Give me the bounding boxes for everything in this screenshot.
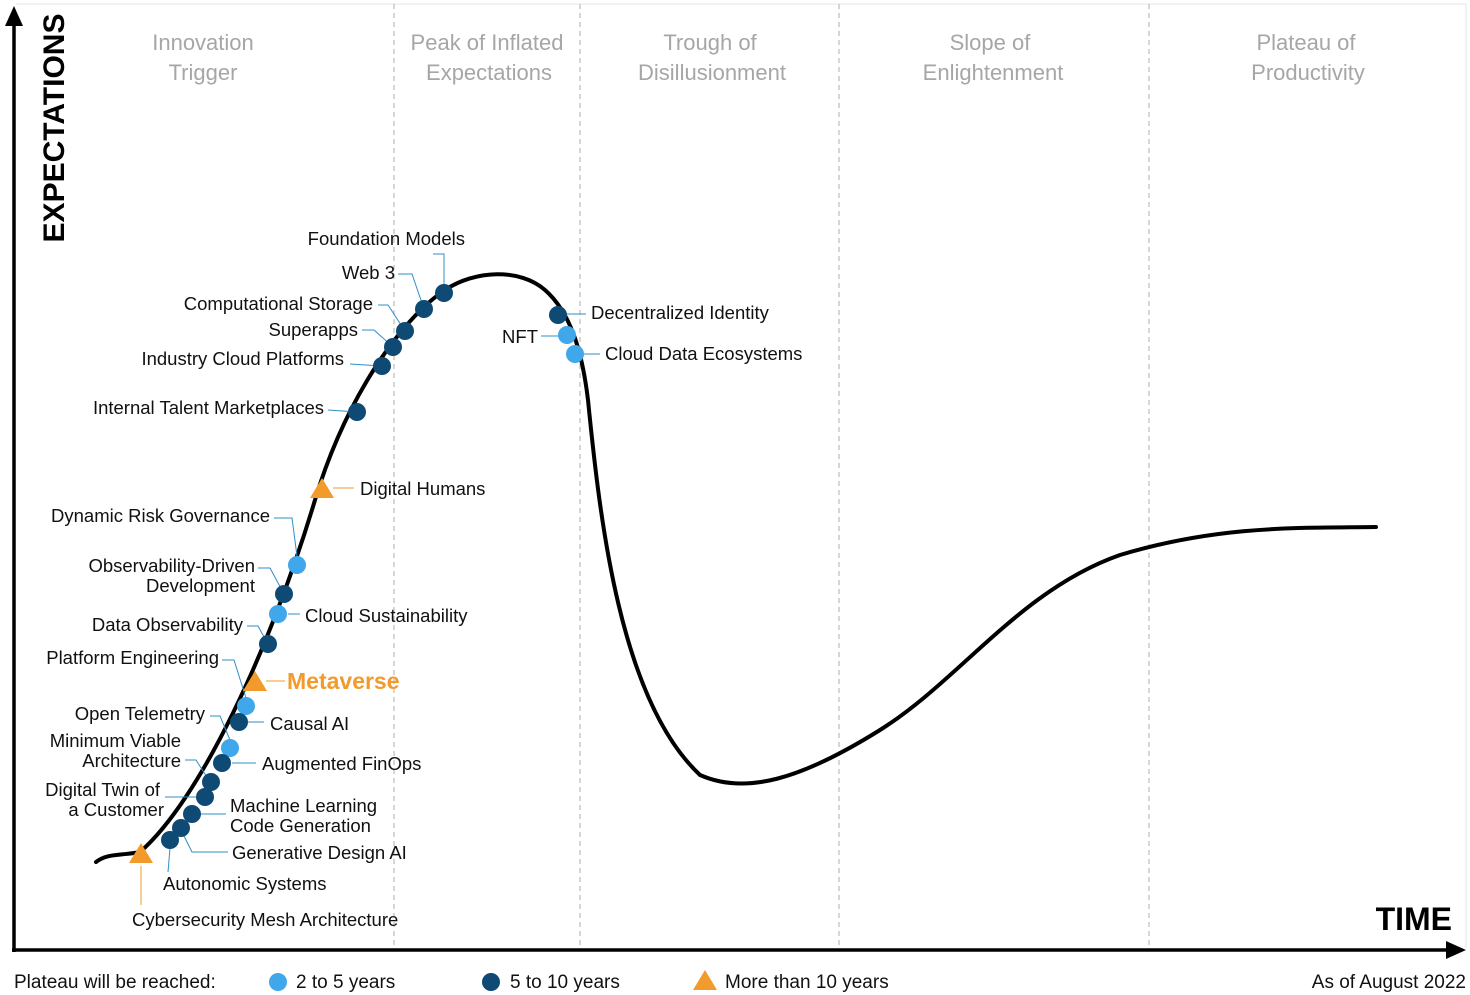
legend-light-circle-icon [269,973,287,991]
marker-metaverse [243,671,267,691]
tech-label-metaverse: Metaverse [287,668,400,694]
legend-item-more-than-10: More than 10 years [725,972,889,993]
tech-label: Observability-Driven [88,555,255,576]
leader-generative-design-ai [181,831,228,853]
tech-label: Machine Learning [230,795,377,816]
marker-digital-humans [310,478,334,498]
legend-intro: Plateau will be reached: [14,972,216,993]
tech-label: Digital Humans [360,478,485,499]
marker-superapps [384,338,402,356]
y-axis-arrow [5,6,23,26]
tech-label: Architecture [82,750,181,771]
marker-data-observability [259,635,277,653]
tech-label: Cybersecurity Mesh Architecture [132,909,398,930]
tech-label: NFT [502,326,538,347]
phase-title: Disillusionment [638,60,786,85]
tech-label: Open Telemetry [75,703,206,724]
marker-web-3 [415,300,433,318]
phase-title: Innovation [152,30,254,55]
marker-computational-storage [396,322,414,340]
marker-minimum-viable-architecture [202,773,220,791]
phase-title: Trigger [169,60,238,85]
x-axis-title: TIME [1376,901,1452,937]
tech-label: Platform Engineering [46,647,219,668]
tech-label: Code Generation [230,815,371,836]
marker-causal-ai [230,713,248,731]
x-axis-arrow [1446,941,1466,959]
marker-industry-cloud-platforms [373,357,391,375]
tech-label: Dynamic Risk Governance [51,505,270,526]
tech-label: Generative Design AI [232,842,407,863]
as-of-date: As of August 2022 [1312,972,1466,993]
phase-title: Expectations [426,60,552,85]
y-axis-title: EXPECTATIONS [38,14,71,243]
tech-label: a Customer [68,799,164,820]
tech-label: Causal AI [270,713,349,734]
phase-title: Productivity [1251,60,1365,85]
tech-label: Cloud Sustainability [305,605,468,626]
tech-label: Internal Talent Marketplaces [93,397,324,418]
leader-minimum-viable-architecture [185,759,211,783]
tech-label: Industry Cloud Platforms [141,348,344,369]
tech-label: Data Observability [92,614,244,635]
leader-foundation-models [433,253,445,293]
legend-triangle-icon [693,970,717,990]
leader-autonomic-systems [167,847,171,873]
tech-label: Web 3 [342,262,395,283]
marker-open-telemetry [221,739,239,757]
tech-label: Development [146,575,255,596]
technology-labels: Foundation Models Web 3 Computational St… [45,228,802,930]
phase-title: Peak of Inflated [411,30,564,55]
phase-title: Trough of [663,30,757,55]
marker-dynamic-risk-governance [288,556,306,574]
phase-title: Enlightenment [923,60,1064,85]
leader-open-telemetry [210,715,231,741]
tech-label: Cloud Data Ecosystems [605,343,802,364]
marker-autonomic-systems [161,831,179,849]
phase-title: Plateau of [1256,30,1356,55]
tech-label: Computational Storage [184,293,373,314]
tech-label: Augmented FinOps [262,753,421,774]
marker-machine-learning-code-generation [183,805,201,823]
marker-platform-engineering [237,697,255,715]
legend: Plateau will be reached: 2 to 5 years 5 … [14,970,1466,993]
legend-item-5-to-10: 5 to 10 years [510,972,620,993]
marker-nft [558,326,576,344]
leader-dynamic-risk-governance [274,517,298,557]
marker-internal-talent-marketplaces [348,403,366,421]
marker-cybersecurity-mesh-architecture [129,843,153,863]
tech-label: Minimum Viable [50,730,181,751]
marker-decentralized-identity [549,306,567,324]
marker-augmented-finops [213,754,231,772]
leader-web-3 [398,273,425,310]
marker-digital-twin-of-a-customer [196,788,214,806]
marker-generative-design-ai [172,819,190,837]
tech-label: Digital Twin of [45,779,161,800]
phase-title: Slope of [950,30,1032,55]
tech-label: Superapps [269,319,358,340]
marker-cloud-sustainability [269,605,287,623]
marker-cloud-data-ecosystems [566,345,584,363]
leader-observability-driven-development [258,567,285,595]
tech-label: Foundation Models [308,228,465,249]
legend-dark-circle-icon [482,973,500,991]
marker-foundation-models [435,284,453,302]
hype-curve [94,272,1378,864]
legend-item-2-to-5: 2 to 5 years [296,972,395,993]
tech-label: Autonomic Systems [163,873,326,894]
marker-observability-driven-development [275,585,293,603]
leader-computational-storage [378,304,406,332]
tech-label: Decentralized Identity [591,302,770,323]
curve-markers [129,284,584,863]
leader-platform-engineering [222,659,247,699]
